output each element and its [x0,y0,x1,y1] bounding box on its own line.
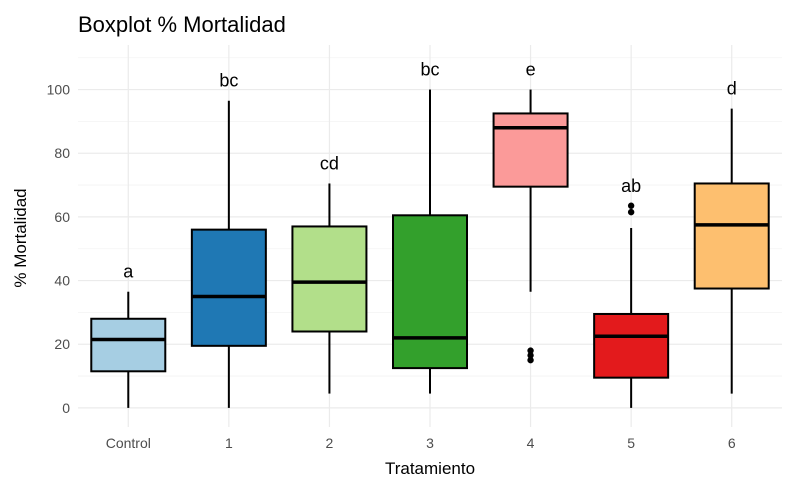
box-group [693,108,770,394]
y-axis-ticks: 0 20 40 60 80 100 [47,82,71,416]
y-tick-label: 80 [54,145,70,161]
x-tick-label: 6 [728,435,736,451]
outlier-point [527,356,534,364]
box-group [90,291,167,408]
x-tick-label: 5 [627,435,635,451]
x-tick-label: 3 [426,435,434,451]
x-tick-label: Control [106,435,151,451]
y-tick-label: 0 [62,400,70,416]
group-letter: ab [621,176,641,196]
outlier-point [527,347,534,354]
outlier-point [627,202,635,209]
y-tick-label: 60 [54,209,70,225]
group-letter: bc [219,71,238,91]
box-iqr [392,214,468,370]
group-letter: bc [420,60,439,80]
x-tick-label: 4 [527,435,535,451]
box-group [291,183,368,394]
boxes [90,89,770,408]
group-letter: d [727,79,737,99]
box-group [392,89,468,394]
y-tick-label: 100 [47,82,71,98]
y-axis-title: % Mortalidad [11,188,30,287]
x-tick-label: 1 [225,435,233,451]
y-tick-label: 20 [54,336,70,352]
chart-title: Boxplot % Mortalidad [78,12,286,37]
box-iqr [291,225,368,333]
group-letter: cd [320,153,339,173]
box-iqr [693,182,770,290]
outlier-point [627,208,635,216]
x-axis-title: Tratamiento [385,459,475,478]
x-tick-label: 2 [326,435,334,451]
group-letter: e [526,60,536,80]
outlier-point [527,352,534,359]
box-group [593,202,670,408]
box-iqr [90,317,167,373]
group-letters: a bc cd bc e ab d [123,60,736,282]
box-group [190,100,267,408]
box-iqr [593,312,670,379]
group-letter: a [123,262,134,282]
x-axis-ticks: Control 1 2 3 4 5 6 [106,435,736,451]
box-group [492,89,569,364]
box-iqr [492,112,569,188]
y-tick-label: 40 [54,273,70,289]
box-iqr [190,228,267,347]
